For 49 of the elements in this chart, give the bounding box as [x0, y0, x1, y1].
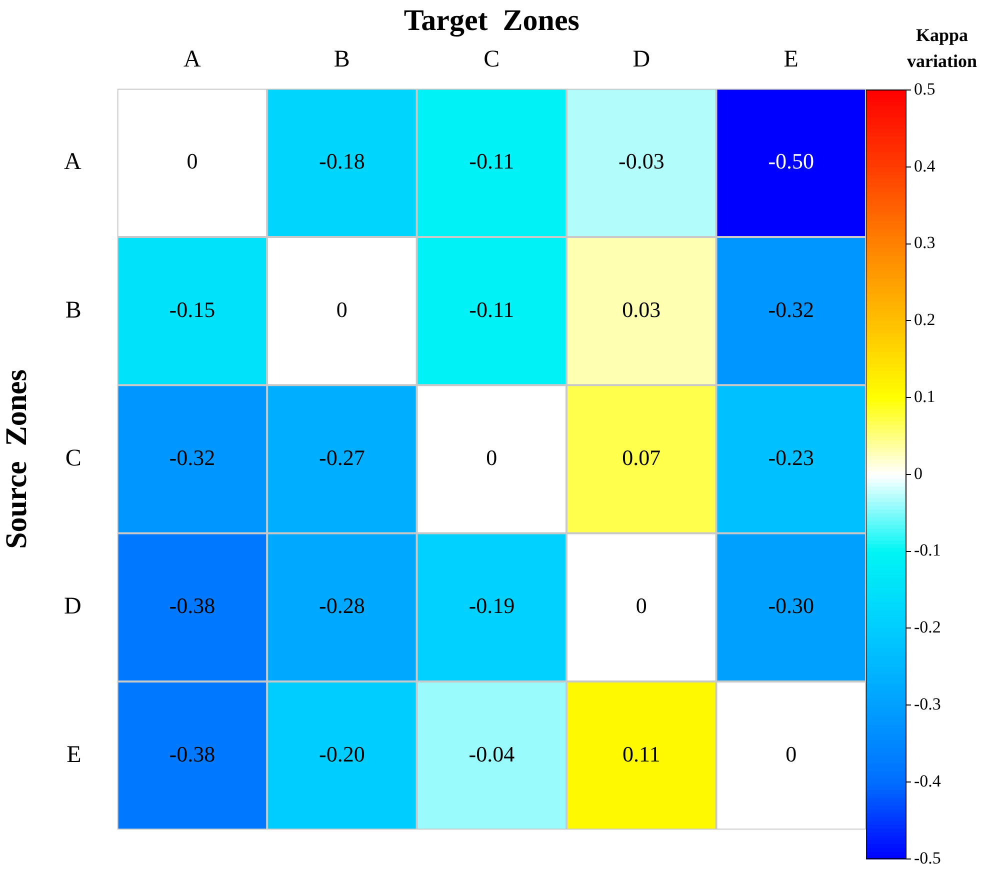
color-bar-label: 0.5 [914, 79, 936, 98]
data-label: -0.18 [319, 148, 365, 174]
data-label: -0.03 [618, 148, 664, 174]
color-bar-label: -0.2 [914, 618, 941, 637]
x-tick-label: B [334, 46, 350, 73]
data-label: -0.11 [469, 148, 514, 174]
data-label: -0.23 [768, 444, 814, 470]
x-tick-label: D [632, 46, 650, 73]
data-label: -0.19 [468, 593, 515, 618]
data-label: 0.07 [622, 444, 661, 470]
color-bar-label: -0.3 [914, 694, 941, 714]
color-bar-label: 0.4 [914, 156, 936, 176]
color-bar-label: 0 [914, 464, 922, 483]
data-label: -0.15 [169, 296, 216, 322]
color-bar-label: 0.3 [914, 233, 936, 252]
data-label: 0.03 [622, 296, 661, 322]
data-label: 0.11 [622, 741, 660, 766]
data-label: -0.38 [169, 593, 216, 618]
data-label: -0.32 [169, 444, 216, 470]
data-label: -0.11 [469, 296, 514, 322]
x-tick-label: C [484, 46, 500, 73]
data-label: -0.38 [169, 741, 216, 766]
color-bar-label: -0.1 [914, 540, 941, 560]
color-bar-label: -0.4 [914, 771, 942, 790]
data-label: -0.30 [768, 593, 814, 618]
color-bar-label: 0.2 [914, 310, 936, 330]
data-label: -0.04 [468, 741, 515, 766]
color-bar-title: Kappa variation [906, 24, 978, 73]
y-tick-label: A [64, 149, 82, 176]
data-label: 0 [186, 148, 198, 174]
data-label: 0 [636, 593, 647, 618]
y-tick-label: E [66, 742, 82, 768]
data-label: -0.50 [768, 148, 814, 174]
data-label: 0 [786, 741, 797, 766]
data-label: 0 [486, 444, 498, 470]
data-label: -0.20 [319, 741, 365, 766]
x-tick-label: E [784, 46, 798, 73]
data-label: -0.32 [768, 296, 814, 322]
y-tick-label: C [65, 445, 82, 472]
y-tick-label: B [65, 297, 82, 324]
data-label: 0 [336, 296, 348, 322]
color-bar-label: 0.1 [914, 386, 936, 406]
x-tick-label: A [184, 46, 202, 73]
data-label: -0.27 [319, 444, 365, 470]
y-tick-label: D [64, 594, 82, 620]
color-bar-label: -0.5 [914, 848, 941, 868]
x-axis-title: Target Zones [404, 4, 580, 37]
y-axis-title: Source Zones [0, 369, 33, 549]
data-label: -0.28 [319, 593, 365, 618]
